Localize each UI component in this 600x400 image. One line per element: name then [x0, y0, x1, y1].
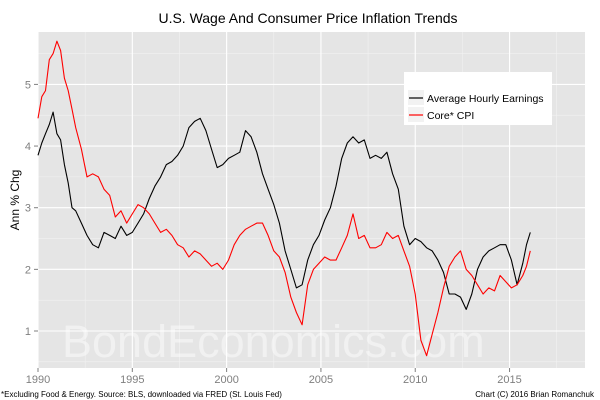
x-tick-label: 1990: [26, 374, 50, 386]
watermark: BondEconomics.com: [62, 316, 485, 367]
y-tick-label: 4: [25, 141, 31, 153]
y-tick-label: 5: [25, 79, 31, 91]
footnote-source: *Excluding Food & Energy. Source: BLS, d…: [1, 390, 282, 399]
legend-label-average-hourly-earnings: Average Hourly Earnings: [427, 93, 544, 105]
x-tick-label: 2010: [403, 374, 427, 386]
series-line-average-hourly-earnings: [37, 111, 531, 310]
x-tick-label: 2015: [497, 374, 521, 386]
x-tick-label: 2005: [309, 374, 333, 386]
y-tick-label: 1: [25, 326, 31, 338]
series-group: [37, 40, 531, 357]
y-axis: 1 2 3 4 5: [25, 79, 38, 338]
chart-title: U.S. Wage And Consumer Price Inflation T…: [158, 10, 457, 26]
footnote-copyright: Chart (C) 2016 Brian Romanchuk: [475, 390, 595, 399]
y-tick-label: 2: [25, 264, 31, 276]
x-tick-label: 2000: [214, 374, 238, 386]
legend-box: [404, 72, 552, 125]
x-tick-label: 1995: [120, 374, 144, 386]
series-line-core-cpi: [37, 40, 531, 357]
y-tick-label: 3: [25, 203, 31, 215]
x-axis: 1990 1995 2000 2005 2010 2015: [26, 368, 522, 386]
grid-major: [37, 32, 585, 368]
legend-label-core-cpi: Core* CPI: [427, 110, 474, 122]
legend: Average Hourly Earnings Core* CPI: [404, 72, 552, 125]
y-axis-label: Ann % Chg: [8, 170, 22, 231]
